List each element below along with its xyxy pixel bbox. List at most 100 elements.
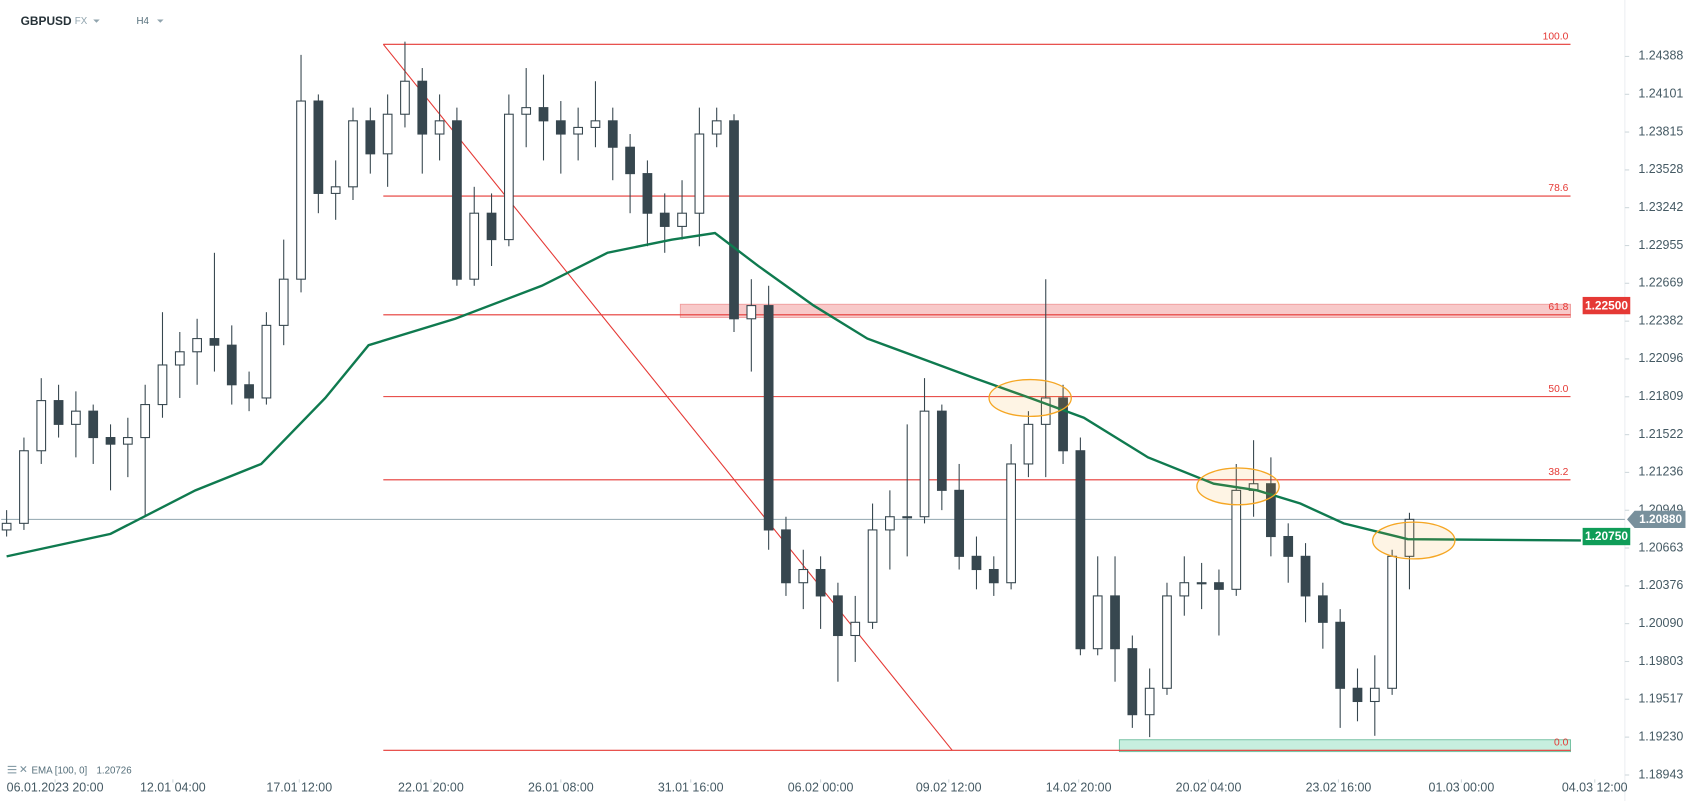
candle-body [1335,621,1346,689]
candle-body [417,80,428,135]
candle-body [296,100,306,280]
fib-label: 100.0 [1543,31,1569,42]
candle-body [625,146,635,175]
x-tick-label: 04.03 12:00 [1562,780,1628,794]
candle-body [192,338,202,353]
candle-body [330,186,341,194]
candle-body [538,107,549,122]
x-tick-label: 23.02 16:00 [1306,780,1372,794]
candle-body [659,212,670,227]
candle-body [157,364,168,406]
candle-body [88,410,99,439]
candle-body [1231,489,1242,590]
candle-body [503,113,514,241]
candle-body [486,212,497,241]
candle-body [1162,595,1172,689]
x-tick-label: 01.03 00:00 [1429,780,1495,794]
candle-body [815,568,826,597]
legend-close[interactable] [20,765,27,773]
candle-body [1179,582,1190,597]
candle-body [226,344,237,386]
candle-body [1110,595,1120,650]
candle-body [1300,555,1311,597]
candle-body [954,489,965,557]
y-tick-label: 1.23528 [1638,162,1683,176]
candle-body [105,437,116,445]
candle-body [1092,595,1103,650]
y-tick-label: 1.20090 [1638,616,1683,630]
candle-body [278,278,289,326]
candle-body [1006,463,1016,584]
candle-body [763,305,774,531]
candle-body [902,516,913,519]
price-label-tag [1582,296,1631,315]
candle-body [1196,582,1207,585]
candle-body [642,173,653,214]
candle-body [936,410,947,491]
zone [679,303,1571,318]
price-label-tag [1627,510,1686,529]
price-label-tag [1582,527,1631,546]
x-tick-label: 12.01 04:00 [140,780,206,794]
market[interactable]: FX [75,16,88,27]
candle-body [867,529,878,623]
price-label-text: 1.20880 [1639,512,1682,526]
candle-body [1,522,12,531]
candle-body [729,120,739,320]
y-tick-label: 1.21236 [1638,465,1683,479]
candle-body [1352,687,1363,703]
candle-body [1283,535,1294,557]
y-tick-label: 1.23242 [1638,200,1683,214]
timeframe[interactable]: H4 [137,16,150,27]
x-tick-label: 06.02 00:00 [788,780,854,794]
candle-body [885,516,895,531]
candle-body [573,126,584,135]
y-tick-label: 1.22096 [1638,351,1683,365]
candle-body [1075,450,1086,650]
y-tick-label: 1.19803 [1638,654,1683,668]
fib-label: 0.0 [1554,737,1569,748]
candle-body [555,120,566,135]
price-label: 1.20750 [1582,527,1631,546]
candle-body [19,450,29,524]
y-tick-label: 1.20663 [1638,540,1683,554]
candle-body [1214,582,1224,590]
candle-body [434,120,445,135]
candle-body [365,120,376,155]
fib-label: 78.6 [1548,183,1568,194]
trend-line [382,43,953,751]
fib-label: 50.0 [1548,384,1568,395]
y-tick-label: 1.20376 [1638,578,1683,592]
candle-body [971,555,982,571]
candle-body [590,120,601,128]
symbol[interactable]: GBPUSD [21,14,72,28]
legend: EMA [100, 0] 1.20726 [7,765,132,776]
candle-body [313,100,324,194]
legend-icon[interactable] [7,765,17,774]
candle-body [919,410,930,518]
dropdown-caret[interactable] [157,19,164,23]
candle-body [122,437,133,445]
x-tick-label: 31.01 16:00 [658,780,724,794]
candle-body [71,410,81,425]
zone [1118,739,1571,753]
y-tick-label: 1.24101 [1638,87,1683,101]
price-label-text: 1.20750 [1585,529,1628,543]
candle-body [798,568,809,584]
dropdown-caret[interactable] [93,19,100,23]
candle-body [850,621,861,637]
candle-body [781,529,791,584]
candle-body [382,113,393,155]
y-tick-label: 1.19517 [1638,692,1683,706]
candle-body [1387,555,1397,689]
candle-body [36,400,47,452]
legend-ema-name: EMA [100, 0] [32,765,88,776]
candle-body [244,384,254,399]
y-tick-label: 1.21809 [1638,389,1683,403]
candle-body [452,120,462,280]
x-tick-label: 14.02 20:00 [1046,780,1112,794]
candle-body [53,400,64,425]
candle-body [1369,687,1380,703]
candle-body [400,80,410,115]
